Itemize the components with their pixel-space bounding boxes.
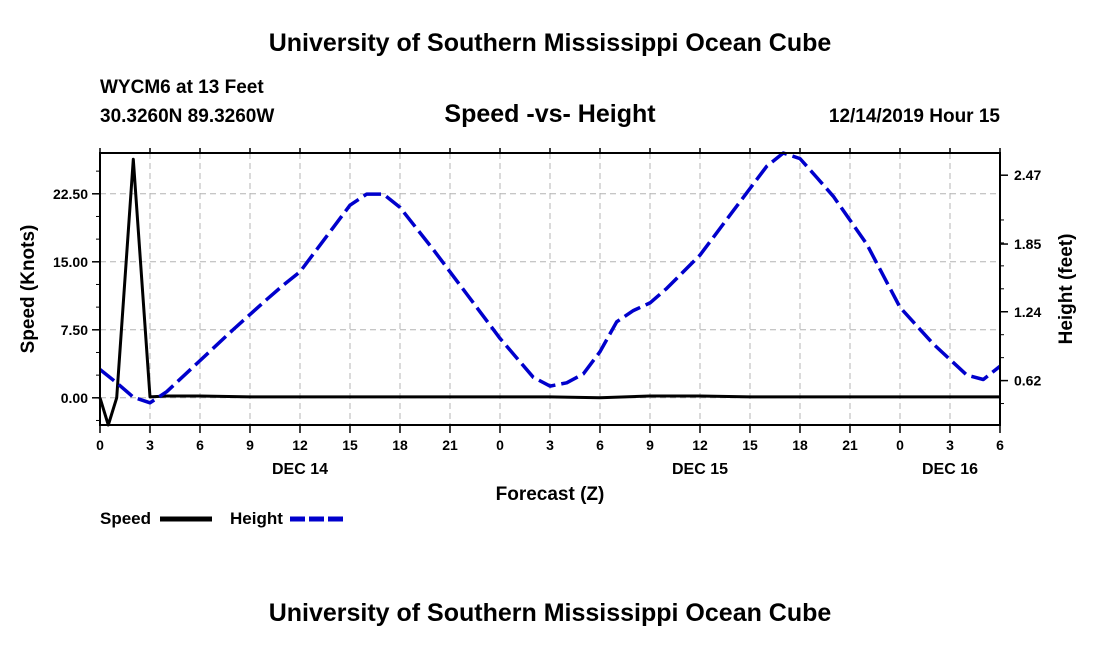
x-tick-label: 12 (692, 437, 708, 453)
x-tick-label: 21 (842, 437, 858, 453)
legend-speed-swatch (160, 516, 212, 522)
series-line-height (98, 151, 1002, 405)
chart-title: Speed -vs- Height (444, 100, 656, 128)
x-tick-label: 0 (96, 437, 104, 453)
x-tick-label: 18 (392, 437, 408, 453)
y-left-tick-label: 7.50 (61, 322, 88, 338)
x-tick-label: 21 (442, 437, 458, 453)
series-layer (98, 151, 1002, 427)
x-tick-label: 18 (792, 437, 808, 453)
x-tick-label: 3 (946, 437, 954, 453)
data-point-height (866, 244, 867, 245)
y-right-tick-label: 1.85 (1014, 236, 1041, 252)
data-point-height (966, 375, 967, 376)
legend-height-swatch (290, 516, 343, 522)
data-point-height (933, 344, 934, 345)
data-point-height (433, 249, 434, 250)
y-right-tick-label: 0.62 (1014, 373, 1041, 389)
legend-height-label: Height (230, 509, 283, 528)
x-axis-label: Forecast (Z) (496, 484, 605, 505)
legend-speed-label: Speed (100, 509, 152, 528)
x-tick-label: 9 (246, 437, 254, 453)
y-left-tick-label: 0.00 (61, 390, 88, 406)
data-point-height (300, 271, 301, 272)
x-tick-label: 3 (146, 437, 154, 453)
x-tick-label: 6 (196, 437, 204, 453)
x-tick-label: 6 (596, 437, 604, 453)
coordinates-label: 30.3260N 89.3260W (100, 106, 275, 127)
forecast-datetime: 12/14/2019 Hour 15 (828, 106, 1000, 127)
x-tick-label: 9 (646, 437, 654, 453)
y-right-tick-label: 2.47 (1014, 167, 1041, 183)
x-tick-label: 3 (546, 437, 554, 453)
y-left-tick-label: 15.00 (53, 254, 88, 270)
x-tick-label: 0 (496, 437, 504, 453)
x-tick-label: 15 (342, 437, 358, 453)
footer-title: University of Southern Mississippi Ocean… (268, 599, 832, 627)
axis-layer: 0 3 6 9 12 15 18 21 0 3 6 9 12 15 18 21 0 3 6 DEC 14 DEC 15 D… (53, 148, 1041, 478)
date-label: DEC 14 (272, 461, 328, 478)
x-tick-label: 12 (292, 437, 308, 453)
data-point-height (283, 285, 284, 286)
x-tick-label: 15 (742, 437, 758, 453)
x-tick-label: 6 (996, 437, 1004, 453)
station-label: WYCM6 at 13 Feet (100, 77, 264, 98)
date-label: DEC 15 (672, 461, 728, 478)
page-title: University of Southern Mississippi Ocean… (268, 29, 832, 57)
y-axis-right-label: Height (feet) (1056, 234, 1077, 345)
y-axis-left-label: Speed (Knots) (18, 225, 39, 354)
y-left-tick-label: 22.50 (53, 186, 88, 202)
y-right-tick-label: 1.24 (1014, 304, 1041, 320)
speed-height-chart: 0 3 6 9 12 15 18 21 0 3 6 9 12 15 18 21 0 3 6 DEC 14 DEC 15 D… (18, 148, 1077, 505)
date-label: DEC 16 (922, 461, 978, 478)
x-tick-label: 0 (896, 437, 904, 453)
series-line-speed (98, 157, 1000, 427)
